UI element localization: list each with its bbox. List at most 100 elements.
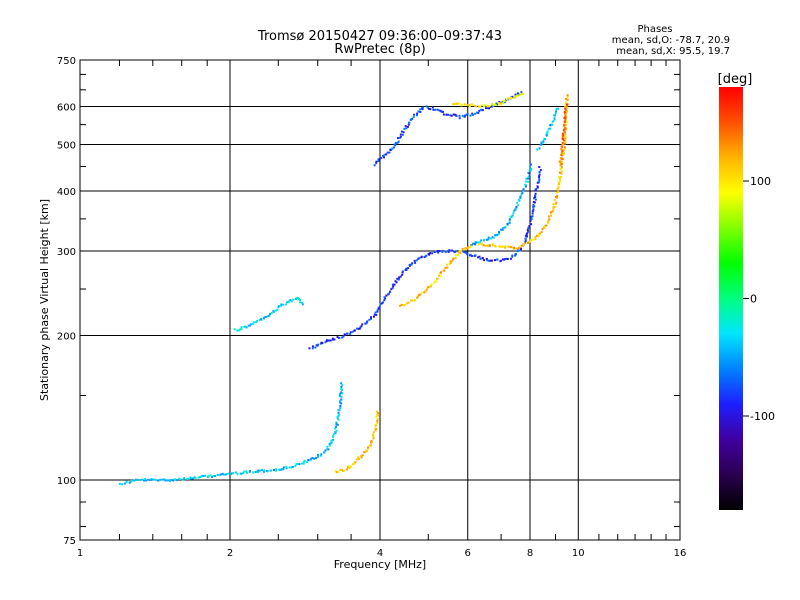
data-point — [566, 96, 569, 99]
data-point — [317, 453, 319, 456]
data-point — [323, 451, 326, 454]
data-point — [405, 267, 408, 270]
data-point — [366, 320, 369, 323]
data-point — [530, 217, 533, 220]
data-point — [501, 102, 504, 105]
data-point — [522, 243, 525, 246]
data-point — [486, 107, 489, 110]
data-point — [450, 262, 452, 264]
data-point — [207, 475, 210, 478]
data-point — [549, 211, 552, 214]
data-point — [505, 257, 508, 260]
data-point — [447, 250, 450, 253]
data-point — [358, 327, 361, 330]
data-point — [553, 117, 556, 120]
data-point — [440, 271, 442, 274]
data-point — [341, 392, 344, 395]
data-point — [556, 187, 559, 190]
data-point — [411, 262, 414, 265]
data-point — [187, 477, 190, 480]
data-point — [382, 154, 385, 157]
data-point — [363, 451, 366, 454]
data-point — [401, 270, 404, 273]
data-point — [552, 203, 555, 206]
data-point — [417, 110, 420, 113]
data-point — [186, 478, 189, 480]
data-point — [309, 459, 312, 462]
data-point — [346, 466, 349, 469]
data-point — [309, 457, 312, 460]
data-point — [236, 473, 239, 476]
data-point — [340, 395, 343, 398]
data-point — [557, 186, 560, 189]
data-point — [442, 113, 445, 116]
data-point — [466, 253, 469, 256]
data-point — [538, 175, 541, 178]
data-point — [502, 227, 504, 230]
data-point — [130, 479, 133, 482]
data-point — [317, 343, 320, 346]
data-point — [256, 471, 259, 474]
data-point — [434, 280, 437, 283]
data-point — [397, 278, 400, 281]
data-point — [235, 471, 238, 474]
data-point — [418, 294, 420, 297]
data-point — [341, 384, 344, 387]
x-tick-label: 4 — [377, 548, 383, 559]
data-point — [272, 310, 275, 313]
data-point — [233, 328, 236, 331]
data-point — [553, 206, 556, 208]
data-point — [236, 329, 239, 332]
data-point — [401, 133, 404, 136]
data-point — [508, 219, 511, 222]
data-point — [328, 442, 331, 445]
data-point — [483, 238, 486, 241]
data-point — [296, 463, 299, 465]
data-point — [491, 259, 493, 262]
data-point — [520, 193, 523, 196]
data-point — [522, 92, 524, 95]
data-point — [486, 105, 489, 108]
data-point — [425, 105, 428, 108]
stats-x-line: mean, sd,X: 95.5, 19.7 — [616, 46, 730, 57]
data-point — [477, 112, 480, 114]
data-point — [556, 191, 558, 194]
data-point — [247, 324, 250, 327]
data-point — [400, 303, 403, 306]
data-point — [373, 313, 376, 316]
data-point — [379, 303, 382, 306]
data-point — [335, 421, 338, 424]
data-point — [342, 470, 344, 472]
data-point — [335, 429, 338, 432]
data-point — [377, 307, 380, 310]
data-point — [454, 250, 457, 253]
data-point — [449, 260, 452, 263]
data-point — [375, 160, 378, 163]
data-point — [550, 212, 553, 215]
data-point — [527, 227, 530, 230]
data-point — [496, 233, 499, 236]
data-point — [524, 235, 527, 237]
data-point — [419, 293, 422, 296]
data-point — [416, 297, 419, 299]
data-point — [375, 162, 378, 165]
data-point — [527, 242, 529, 244]
data-point — [194, 476, 197, 479]
data-point — [443, 269, 446, 272]
data-point — [123, 482, 126, 485]
data-point — [411, 299, 414, 302]
data-point — [459, 252, 462, 255]
data-point — [490, 105, 493, 108]
data-point — [557, 181, 560, 184]
data-point — [372, 431, 375, 434]
data-point — [503, 245, 505, 248]
data-point — [425, 254, 428, 257]
data-point — [355, 458, 358, 461]
data-point — [560, 148, 563, 151]
data-point — [370, 444, 372, 447]
data-point — [275, 468, 278, 471]
data-point — [525, 177, 528, 180]
data-point — [452, 103, 455, 106]
data-point — [511, 214, 514, 217]
data-point — [214, 475, 217, 478]
